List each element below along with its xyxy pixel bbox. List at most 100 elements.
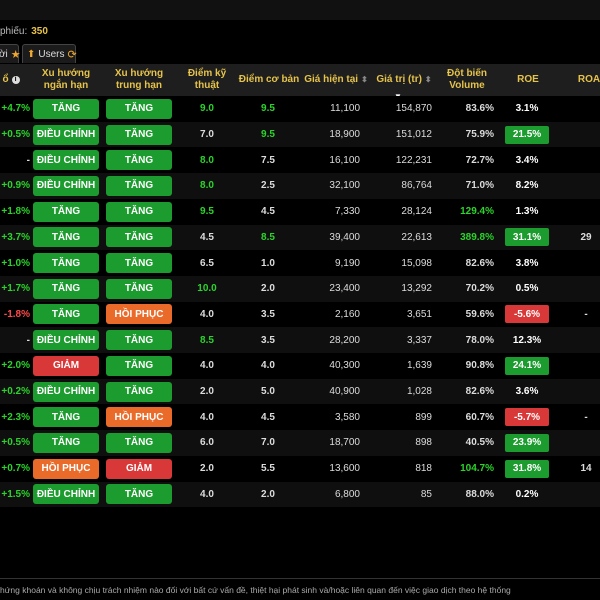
short-trend-badge: TĂNG <box>33 227 99 248</box>
value-cell: 151,012 <box>395 129 432 141</box>
table-row[interactable]: +2.3% TĂNG HỒI PHỤC 4.0 4.5 3,580 899 60.7% -5.7… <box>0 404 600 431</box>
table-row[interactable]: +3.7% TĂNG TĂNG 4.5 8.5 39,400 22,613 389.8% 31.… <box>0 224 600 251</box>
mid-trend-cell: TĂNG <box>106 327 172 353</box>
value-cell: 15,098 <box>401 257 432 269</box>
volume-spike-cell: 82.6% <box>465 386 494 398</box>
col-mid-trend[interactable]: Xu hướng trung hạn <box>104 64 174 96</box>
tab-watchlist[interactable]: ời ★ <box>0 44 21 63</box>
mid-trend-badge: TĂNG <box>106 124 172 145</box>
volume-spike-cell: 83.6% <box>465 103 494 115</box>
short-trend-badge: TĂNG <box>33 253 99 274</box>
table-row[interactable]: +1.8% TĂNG TĂNG 9.5 4.5 7,330 28,124 129.4% 1.3% <box>0 198 600 225</box>
roe-cell: 0.5% <box>505 276 549 302</box>
table-row[interactable]: +1.5% ĐIỀU CHỈNH TĂNG 4.0 2.0 6,800 85 88.0% 0.2… <box>0 481 600 508</box>
col-value[interactable]: Giá trị (tr) ⬍ <box>372 64 436 96</box>
table-row[interactable]: +1.0% TĂNG TĂNG 6.5 1.0 9,190 15,098 82.6% 3.8% <box>0 250 600 276</box>
mid-trend-badge: TĂNG <box>106 98 172 119</box>
change-cell: +2.0% <box>1 360 30 372</box>
table-row[interactable]: +0.7% HỒI PHỤC GIẢM 2.0 5.5 13,600 818 104.7% 31… <box>0 455 600 482</box>
mid-trend-badge: TĂNG <box>106 484 172 505</box>
fund-score-cell: 4.5 <box>261 206 275 218</box>
value-cell: 154,870 <box>395 103 432 115</box>
roa-cell <box>566 173 600 199</box>
value-cell: 899 <box>415 411 432 423</box>
volume-spike-cell: 82.6% <box>465 257 494 269</box>
change-cell: +0.9% <box>1 180 30 192</box>
table-row[interactable]: +0.2% ĐIỀU CHỈNH TĂNG 2.0 5.0 40,900 1,028 82.6… <box>0 378 600 405</box>
fund-score-cell: 8.5 <box>261 231 275 243</box>
tech-score-cell: 4.0 <box>200 308 214 320</box>
mid-trend-cell: TĂNG <box>106 379 172 405</box>
table-row[interactable]: +2.0% GIẢM TĂNG 4.0 4.0 40,300 1,639 90.8% 24.1% <box>0 353 600 379</box>
info-icon[interactable]: i <box>11 76 20 84</box>
short-trend-cell: TĂNG <box>33 430 99 456</box>
roa-cell: 29 <box>580 231 592 243</box>
col-tech-score[interactable]: Điểm kỹ thuật <box>183 64 231 96</box>
fund-score-cell: 2.0 <box>261 488 275 500</box>
col-roe[interactable]: ROE <box>502 64 554 96</box>
col-short-trend[interactable]: Xu hướng ngắn hạn <box>30 64 102 96</box>
col-price-label: Giá hiện tại <box>304 74 359 85</box>
table-row[interactable]: +0.9% ĐIỀU CHỈNH TĂNG 8.0 2.5 32,100 86,764 71.… <box>0 173 600 199</box>
table-row[interactable]: +0.5% ĐIỀU CHỈNH TĂNG 7.0 9.5 18,900 151,012 75… <box>0 121 600 148</box>
mid-trend-badge: HỒI PHỤC <box>106 407 172 428</box>
table-row[interactable]: +0.5% TĂNG TĂNG 6.0 7.0 18,700 898 40.5% 23.9% <box>0 430 600 456</box>
value-cell: 3,337 <box>406 334 432 346</box>
table-row[interactable]: -1.8% TĂNG HỒI PHỤC 4.0 3.5 2,160 3,651 59.6% -5… <box>0 301 600 328</box>
mid-trend-cell: TĂNG <box>106 353 172 379</box>
tab-bar: ời ★ ⬆ Users ⟳ <box>0 42 600 65</box>
price-cell: 18,700 <box>329 437 360 449</box>
mid-trend-cell: TĂNG <box>106 147 172 173</box>
price-cell: 18,900 <box>329 129 360 141</box>
short-trend-cell: ĐIỀU CHỈNH <box>33 173 99 199</box>
short-trend-badge: TĂNG <box>33 432 99 453</box>
table-row[interactable]: - ĐIỀU CHỈNH TĂNG 8.0 7.5 16,100 122,231 72.7% 3… <box>0 147 600 174</box>
short-trend-badge: GIẢM <box>33 355 99 376</box>
roa-cell <box>566 250 600 276</box>
roe-cell: 31.1% <box>505 225 549 251</box>
short-trend-cell: TĂNG <box>33 96 99 122</box>
mid-trend-badge: GIẢM <box>106 458 172 479</box>
short-trend-cell: TĂNG <box>33 250 99 276</box>
refresh-icon[interactable]: ⟳ <box>67 48 77 61</box>
col-roa[interactable]: ROA <box>564 64 600 96</box>
volume-spike-cell: 72.7% <box>465 154 494 166</box>
mid-trend-cell: TĂNG <box>106 122 172 148</box>
table-row[interactable]: +1.7% TĂNG TĂNG 10.0 2.0 23,400 13,292 70.2% 0.5… <box>0 275 600 302</box>
tab-users[interactable]: ⬆ Users ⟳ <box>22 44 77 63</box>
col-short-trend-label: Xu hướng ngắn hạn <box>41 68 91 91</box>
volume-spike-cell: 75.9% <box>465 129 494 141</box>
change-cell: +4.7% <box>1 103 30 115</box>
short-trend-cell: TĂNG <box>33 404 99 430</box>
value-cell: 85 <box>420 488 432 500</box>
fund-score-cell: 7.0 <box>261 437 275 449</box>
col-value-label: Giá trị (tr) <box>376 74 422 85</box>
roa-cell: - <box>584 411 588 423</box>
short-trend-cell: ĐIỀU CHỈNH <box>33 327 99 353</box>
roe-value: 31.8% <box>505 459 549 478</box>
price-cell: 39,400 <box>329 231 360 243</box>
roe-value: 3.6% <box>515 386 539 398</box>
top-bar <box>0 0 600 20</box>
roe-cell: 1.3% <box>505 199 549 225</box>
tech-score-cell: 7.0 <box>200 129 214 141</box>
col-volume-spike[interactable]: Đột biến Volume <box>438 64 496 96</box>
col-volume-spike-label: Đột biến Volume <box>447 68 487 91</box>
short-trend-badge: ĐIỀU CHỈNH <box>33 484 99 505</box>
table-row[interactable]: - ĐIỀU CHỈNH TĂNG 8.5 3.5 28,200 3,337 78.0% 12.… <box>0 327 600 353</box>
price-cell: 16,100 <box>329 154 360 166</box>
roa-cell <box>566 96 600 122</box>
table-row[interactable]: +4.7% TĂNG TĂNG 9.0 9.5 11,100 154,870 83.6% 3.1… <box>0 96 600 122</box>
col-price[interactable]: Giá hiện tại ⬍ <box>302 64 370 96</box>
change-cell: +0.5% <box>1 129 30 141</box>
mid-trend-badge: TĂNG <box>106 278 172 299</box>
fund-score-cell: 5.5 <box>261 463 275 475</box>
roe-value: 8.2% <box>515 180 539 192</box>
col-fund-score[interactable]: Điểm cơ bản <box>238 64 300 96</box>
mid-trend-badge: TĂNG <box>106 330 172 351</box>
roe-cell: 24.1% <box>505 353 549 379</box>
tech-score-cell: 9.5 <box>200 206 214 218</box>
change-cell: +0.7% <box>1 463 30 475</box>
short-trend-cell: HỒI PHỤC <box>33 456 99 482</box>
